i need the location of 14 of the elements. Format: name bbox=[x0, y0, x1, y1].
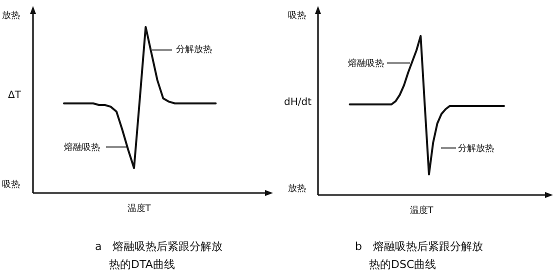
annotation: 分解放热 bbox=[458, 143, 494, 154]
annotation: 熔融吸热 bbox=[64, 142, 100, 153]
text: a 熔融吸热后紧跟分解放热的DTA曲线 bbox=[95, 240, 223, 271]
text: 放热 bbox=[2, 10, 20, 21]
text: b 熔融吸热后紧跟分解放热的DSC曲线 bbox=[355, 240, 483, 271]
text: 吸热 bbox=[288, 10, 306, 21]
x-axis-title: 温度T bbox=[127, 203, 152, 214]
annotation: 分解放热 bbox=[176, 44, 212, 55]
text: 放热 bbox=[288, 183, 306, 194]
y-axis-title: ΔT bbox=[8, 90, 22, 101]
x-axis-title: 温度T bbox=[410, 205, 434, 216]
annotation: 熔融吸热 bbox=[348, 58, 384, 69]
y-axis-title: dH/dt bbox=[284, 97, 312, 108]
text: 吸热 bbox=[2, 179, 20, 190]
